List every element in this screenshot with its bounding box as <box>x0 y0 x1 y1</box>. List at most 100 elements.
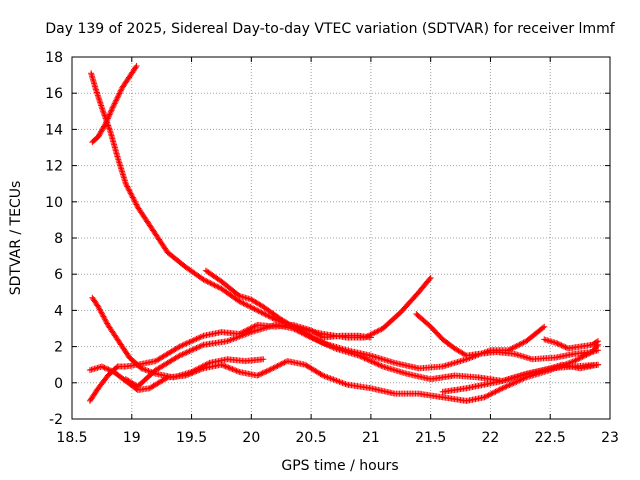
data-point <box>513 378 520 385</box>
data-point <box>115 93 122 100</box>
data-point <box>506 382 513 389</box>
data-point <box>274 362 281 369</box>
data-point <box>102 317 109 324</box>
data-point <box>101 316 108 323</box>
data-point <box>204 278 211 285</box>
data-point <box>377 362 384 369</box>
data-point <box>372 328 379 335</box>
data-point <box>183 340 190 347</box>
data-point <box>100 364 107 371</box>
data-point <box>211 282 218 289</box>
data-point <box>256 371 263 378</box>
series-track-b <box>88 70 434 341</box>
data-point <box>197 366 204 373</box>
series-track-e <box>86 321 374 404</box>
data-point <box>197 334 204 341</box>
data-point <box>99 126 106 133</box>
data-point <box>571 358 578 365</box>
data-point <box>273 363 280 370</box>
data-point <box>481 394 488 401</box>
data-point <box>182 341 189 348</box>
data-point <box>96 131 103 138</box>
data-point <box>215 284 222 291</box>
data-point <box>186 339 193 346</box>
data-point <box>336 378 343 385</box>
data-point <box>335 378 342 385</box>
data-point <box>254 307 261 314</box>
data-point <box>96 305 103 312</box>
data-point <box>510 344 517 351</box>
data-point <box>278 360 285 367</box>
data-point <box>227 337 234 344</box>
data-point <box>516 341 523 348</box>
data-point <box>484 392 491 399</box>
data-point <box>100 124 107 131</box>
data-point <box>96 306 103 313</box>
data-point <box>208 280 215 287</box>
data-point <box>332 377 339 384</box>
x-axis-label: GPS time / hours <box>281 458 398 474</box>
data-point <box>559 342 566 349</box>
data-point <box>200 276 207 283</box>
data-point <box>575 355 582 362</box>
data-point <box>96 132 103 139</box>
data-point <box>105 123 112 130</box>
data-point <box>339 379 346 386</box>
data-point <box>329 375 336 382</box>
data-point <box>254 372 261 379</box>
data-point <box>145 368 152 375</box>
data-point <box>579 353 586 360</box>
data-point <box>185 339 192 346</box>
data-point <box>225 337 232 344</box>
data-point <box>262 368 269 375</box>
data-point <box>258 370 265 377</box>
data-point <box>498 385 505 392</box>
data-point <box>212 282 219 289</box>
data-point <box>210 281 217 288</box>
data-point <box>371 329 378 336</box>
data-point <box>309 335 316 342</box>
data-point <box>123 182 130 189</box>
data-point <box>322 340 329 347</box>
y-tick-label: 12 <box>45 159 63 175</box>
data-point <box>342 381 349 388</box>
data-point <box>187 347 194 354</box>
data-point <box>323 373 330 380</box>
data-point <box>178 352 185 359</box>
data-point <box>268 314 275 321</box>
data-point <box>230 366 237 373</box>
data-point <box>262 311 269 318</box>
data-point <box>242 331 249 338</box>
x-tick-label: 20 <box>242 430 260 446</box>
data-point <box>427 274 434 281</box>
data-point <box>265 312 272 319</box>
data-point <box>197 343 204 350</box>
data-point <box>189 369 196 376</box>
data-point <box>317 339 324 346</box>
data-point <box>114 94 121 101</box>
data-point <box>495 387 502 394</box>
data-point <box>246 326 253 333</box>
data-point <box>182 350 189 357</box>
data-point <box>510 380 517 387</box>
data-point <box>290 325 297 332</box>
chart-title: Day 139 of 2025, Sidereal Day-to-day VTE… <box>45 21 615 37</box>
data-point <box>355 352 362 359</box>
data-point <box>243 330 250 337</box>
data-point <box>327 375 334 382</box>
data-point <box>144 367 151 374</box>
data-point <box>225 364 232 371</box>
y-tick-label: -2 <box>49 412 63 428</box>
data-point <box>318 371 325 378</box>
data-point <box>183 372 190 379</box>
data-point <box>206 279 213 286</box>
data-point <box>186 348 193 355</box>
data-point <box>98 127 105 134</box>
data-point <box>109 106 116 113</box>
data-point <box>231 335 238 342</box>
data-point <box>102 115 109 122</box>
x-tick-label: 19.5 <box>176 430 207 446</box>
data-point <box>320 372 327 379</box>
data-point <box>270 365 277 372</box>
